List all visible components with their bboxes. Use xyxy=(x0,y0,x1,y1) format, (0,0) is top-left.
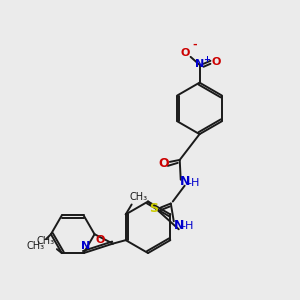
Text: N: N xyxy=(179,175,190,188)
Text: CH₃: CH₃ xyxy=(26,241,44,251)
Text: O: O xyxy=(181,48,190,58)
Text: O: O xyxy=(212,57,221,67)
Text: +: + xyxy=(203,55,210,64)
Text: -H: -H xyxy=(182,221,194,231)
Text: CH₃: CH₃ xyxy=(130,192,148,202)
Text: N: N xyxy=(81,241,90,251)
Text: S: S xyxy=(149,202,158,215)
Text: O: O xyxy=(159,158,169,170)
Text: N: N xyxy=(195,59,204,69)
Text: -H: -H xyxy=(188,178,200,188)
Text: CH₃: CH₃ xyxy=(37,236,55,246)
Text: O: O xyxy=(96,235,105,245)
Text: N: N xyxy=(173,219,184,232)
Text: -: - xyxy=(192,40,197,50)
